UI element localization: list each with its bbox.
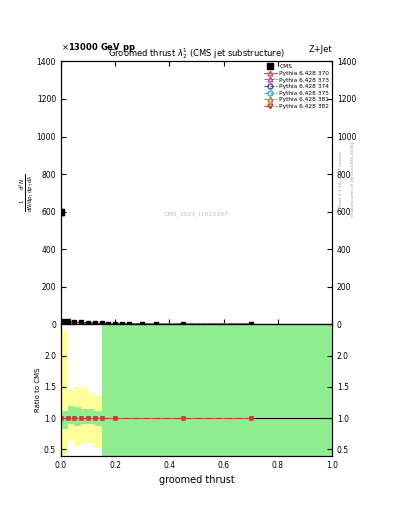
Bar bbox=[68, 390, 75, 440]
Text: mcplots.cern.ch [arXiv:1306.3436]: mcplots.cern.ch [arXiv:1306.3436] bbox=[351, 142, 355, 217]
Text: Z+Jet: Z+Jet bbox=[309, 45, 332, 54]
Bar bbox=[88, 393, 95, 443]
Bar bbox=[95, 396, 101, 448]
Bar bbox=[81, 387, 88, 443]
Y-axis label: Ratio to CMS: Ratio to CMS bbox=[35, 368, 41, 412]
Text: $\times$13000 GeV pp: $\times$13000 GeV pp bbox=[61, 41, 136, 54]
Bar bbox=[88, 409, 95, 424]
Y-axis label: $\frac{1}{\mathrm{d}N/\mathrm{d}p_\mathrm{T}}\frac{\mathrm{d}^2 N}{\mathrm{d}p_\: $\frac{1}{\mathrm{d}N/\mathrm{d}p_\mathr… bbox=[17, 174, 35, 212]
Legend: CMS, Pythia 6.428 370, Pythia 6.428 373, Pythia 6.428 374, Pythia 6.428 375, Pyt: CMS, Pythia 6.428 370, Pythia 6.428 373,… bbox=[263, 63, 331, 110]
Text: Rivet 3.1.10, ≥ 3M events: Rivet 3.1.10, ≥ 3M events bbox=[339, 151, 343, 208]
Bar bbox=[81, 409, 88, 424]
X-axis label: groomed thrust: groomed thrust bbox=[159, 475, 234, 485]
Bar bbox=[95, 411, 101, 425]
Bar bbox=[75, 407, 81, 425]
Text: CMS_2021_I1920187: CMS_2021_I1920187 bbox=[164, 211, 229, 217]
Bar bbox=[68, 406, 75, 424]
Title: Groomed thrust $\lambda_2^1$ (CMS jet substructure): Groomed thrust $\lambda_2^1$ (CMS jet su… bbox=[108, 47, 285, 61]
Bar bbox=[101, 399, 108, 450]
Bar bbox=[101, 324, 332, 456]
Bar bbox=[61, 331, 68, 454]
Bar bbox=[75, 387, 81, 446]
Bar bbox=[61, 411, 68, 430]
